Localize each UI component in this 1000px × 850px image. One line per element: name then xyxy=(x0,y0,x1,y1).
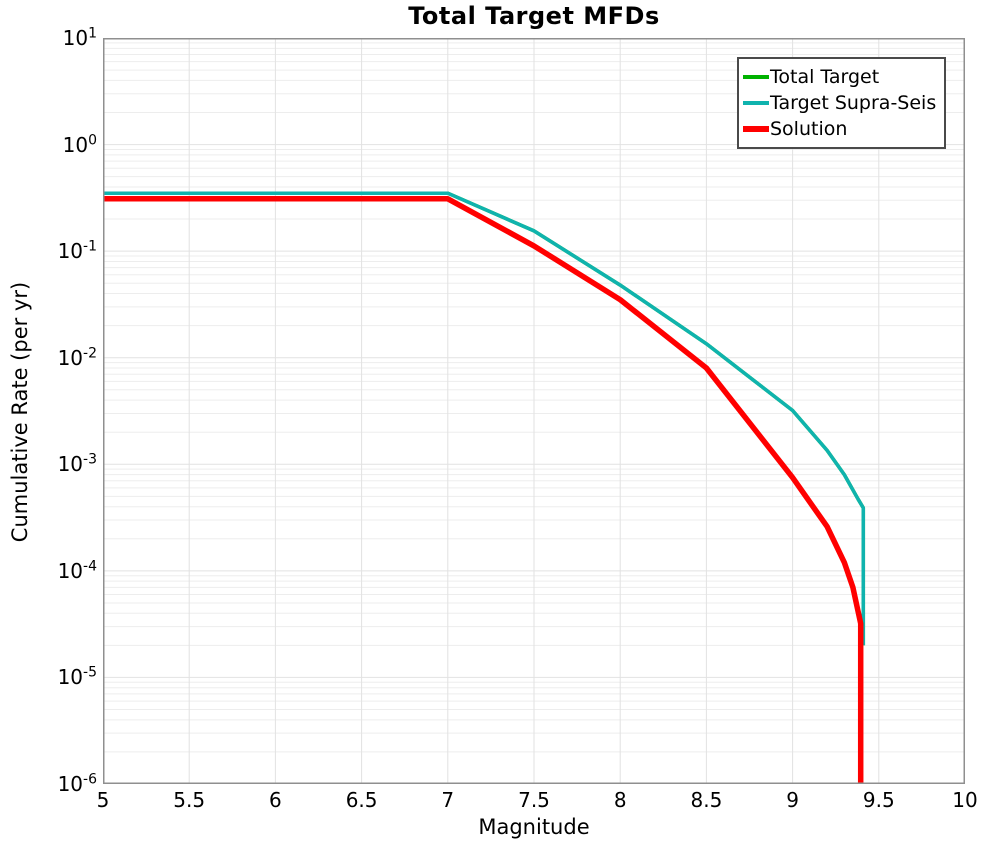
legend-label: Solution xyxy=(770,118,848,140)
y-tick-label: 100 xyxy=(62,131,97,157)
series-line-target-supra-seis xyxy=(103,191,866,646)
legend-label: Target Supra-Seis xyxy=(770,92,937,114)
legend-item-total-target: Total Target xyxy=(743,64,940,90)
legend-item-solution: Solution xyxy=(743,116,940,142)
legend-item-target-supra-seis: Target Supra-Seis xyxy=(743,90,940,116)
y-tick-label: 10-5 xyxy=(57,664,97,690)
x-tick-label: 6 xyxy=(269,788,282,812)
y-tick-label: 10-3 xyxy=(57,451,97,477)
x-tick-label: 9 xyxy=(786,788,799,812)
y-tick-label: 10-2 xyxy=(57,345,97,370)
y-tick-label: 10-4 xyxy=(57,558,97,583)
y-axis-label: Cumulative Rate (per yr) xyxy=(8,281,32,543)
plot-svg xyxy=(103,38,965,784)
x-tick-label: 8 xyxy=(613,788,627,812)
y-tick-label: 10-1 xyxy=(57,238,97,264)
x-tick-label: 8.5 xyxy=(690,788,723,812)
legend-box: Total Target Target Supra-Seis Solution xyxy=(737,57,946,149)
legend-line-swatch xyxy=(743,100,769,106)
series-lines xyxy=(103,191,866,784)
x-tick-label: 6.5 xyxy=(345,788,378,812)
x-tick-label: 9.5 xyxy=(862,788,895,812)
y-tick-label: 10-6 xyxy=(57,771,97,796)
legend-line-swatch xyxy=(743,74,769,80)
chart-title: Total Target MFDs xyxy=(408,2,660,30)
x-axis-label: Magnitude xyxy=(478,815,590,839)
legend-line-swatch xyxy=(743,125,769,133)
y-tick-label: 101 xyxy=(62,25,97,50)
legend-label: Total Target xyxy=(770,66,880,88)
series-line-solution xyxy=(103,196,864,784)
x-tick-label: 5 xyxy=(96,788,110,812)
x-tick-label: 5.5 xyxy=(173,788,206,812)
x-tick-label: 10 xyxy=(952,788,978,812)
plot-border xyxy=(103,38,965,784)
vertical-gridlines xyxy=(188,38,880,784)
x-tick-label: 7.5 xyxy=(518,788,550,812)
x-tick-label: 7 xyxy=(441,788,455,812)
